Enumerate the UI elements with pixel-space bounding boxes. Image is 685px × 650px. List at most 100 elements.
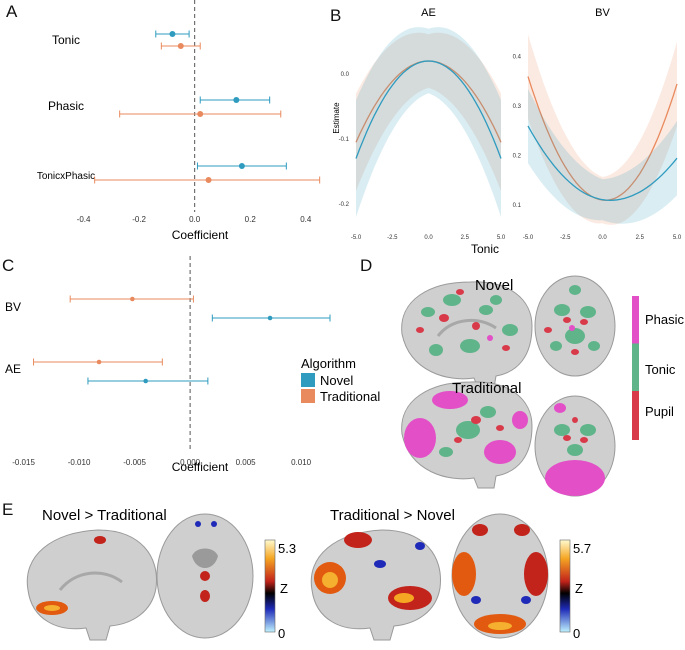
a-row-label-phasic: Phasic bbox=[48, 99, 84, 113]
a-tonic-traditional-point bbox=[177, 43, 184, 49]
b-plot-area-1 bbox=[528, 22, 677, 230]
a-x-tick-4: 0.4 bbox=[300, 215, 312, 224]
panel-c-forest-plot: BV AE -0.015 -0.010 -0.005 0.000 0.005 0.010 C… bbox=[5, 256, 380, 474]
d-novel-axial bbox=[534, 275, 616, 377]
b-bv-novel-line bbox=[527, 125, 678, 201]
b-ae-y-tick-2: -0.2 bbox=[339, 202, 350, 208]
panel-letter-b: B bbox=[330, 6, 342, 25]
a-x-tick-0: -0.4 bbox=[77, 215, 91, 224]
c-legend-swatch-traditional bbox=[301, 389, 315, 403]
c-legend-label-traditional: Traditional bbox=[320, 389, 380, 404]
c-legend-label-novel: Novel bbox=[320, 373, 353, 388]
panel-b-curves: Estimate AE0.0-0.1-0.2-5.0 -2.5 0.0 2.5 5.0 … bbox=[332, 7, 682, 256]
c-bv-traditional-point bbox=[130, 296, 135, 302]
c-legend: Algorithm Novel Traditional bbox=[301, 356, 380, 404]
a-x-tick-1: -0.2 bbox=[132, 215, 146, 224]
c-x-tick-1: -0.010 bbox=[68, 458, 91, 467]
e-colorbar-2-max: 5.7 bbox=[573, 541, 591, 556]
a-x-axis-label: Coefficient bbox=[172, 228, 229, 242]
e-novel-axial bbox=[156, 513, 254, 639]
panel-d-brain-maps: Novel Traditional Phasic Tonic Pupil bbox=[401, 275, 685, 497]
b-ae-novel-line bbox=[355, 60, 502, 159]
e-title-traditional-gt-novel: Traditional > Novel bbox=[330, 507, 455, 524]
a-tonic-novel-point bbox=[169, 31, 176, 37]
e-colorbar-2-label: Z bbox=[575, 581, 583, 596]
d-label-traditional: Traditional bbox=[452, 380, 521, 397]
b-bv-y-tick-1: 0.3 bbox=[513, 104, 522, 110]
b-x-axis-label: Tonic bbox=[471, 242, 499, 256]
b-bv-x-tick-4: 5.0 bbox=[673, 235, 682, 241]
a-tonicxphasic-traditional-point bbox=[205, 177, 212, 183]
a-tonicxphasic-novel-point bbox=[238, 163, 245, 169]
b-bv-x-tick-1: -2.5 bbox=[560, 235, 571, 241]
d-traditional-sagittal bbox=[401, 381, 533, 489]
d-legend-phasic: Phasic bbox=[645, 312, 685, 327]
b-ae-y-tick-1: -0.1 bbox=[339, 137, 350, 143]
b-bv-y-tick-3: 0.1 bbox=[513, 203, 522, 209]
c-x-tick-5: 0.010 bbox=[291, 458, 312, 467]
b-subplot-title-0: AE bbox=[421, 7, 436, 19]
b-ae-x-tick-0: -5.0 bbox=[351, 235, 362, 241]
panel-a-forest-plot: Tonic Phasic TonicxPhasic -0.4 -0.2 0.0 0.2 0.… bbox=[37, 0, 321, 242]
b-bv-x-tick-3: 2.5 bbox=[636, 235, 645, 241]
b-subplot-title-1: BV bbox=[595, 7, 610, 19]
e-colorbar-1-label: Z bbox=[280, 581, 288, 596]
a-marks: Tonic Phasic TonicxPhasic bbox=[37, 30, 321, 184]
a-x-tick-2: 0.0 bbox=[189, 215, 201, 224]
c-x-axis-label: Coefficient bbox=[172, 460, 229, 474]
b-ae-traditional-band bbox=[356, 32, 501, 192]
panel-letter-e: E bbox=[2, 500, 14, 519]
e-traditional-sagittal bbox=[310, 529, 441, 641]
panel-letter-d: D bbox=[360, 256, 373, 275]
d-legend-tonic: Tonic bbox=[645, 362, 676, 377]
c-x-tick-4: 0.005 bbox=[236, 458, 257, 467]
a-row-label-tonic: Tonic bbox=[52, 33, 80, 47]
a-phasic-traditional-point bbox=[197, 111, 204, 117]
c-bv-novel-point bbox=[267, 315, 273, 321]
c-legend-title: Algorithm bbox=[301, 356, 356, 371]
b-bv-y-tick-0: 0.4 bbox=[513, 55, 522, 61]
b-plot-area-0 bbox=[356, 22, 501, 230]
a-x-ticks: -0.4 -0.2 0.0 0.2 0.4 bbox=[77, 215, 312, 224]
c-row-label-ae: AE bbox=[5, 362, 21, 376]
b-subplot-bv: BV 0.4 0.3 0.2 0.1 -5.0 -2.5 0.0 2.5 5.0 bbox=[513, 7, 682, 241]
c-x-tick-3: 0.000 bbox=[180, 458, 201, 467]
c-marks: BV AE bbox=[5, 295, 331, 385]
e-colorbar-2 bbox=[559, 539, 571, 633]
d-traditional-axial bbox=[534, 395, 616, 497]
e-colorbar-1 bbox=[264, 539, 276, 633]
d-legend-bar bbox=[632, 296, 639, 440]
a-row-label-tonicxphasic: TonicxPhasic bbox=[37, 171, 95, 182]
panel-letter-a: A bbox=[6, 2, 18, 21]
e-colorbar-1-min: 0 bbox=[278, 626, 285, 641]
e-title-novel-gt-traditional: Novel > Traditional bbox=[42, 507, 167, 524]
b-ae-x-tick-4: 5.0 bbox=[497, 235, 506, 241]
panel-e-contrast-maps: Novel > Traditional Traditional > Novel … bbox=[26, 507, 591, 641]
b-ae-x-tick-3: 2.5 bbox=[461, 235, 470, 241]
b-subplot-ae: AE 0.0 -0.1 -0.2 -5.0 -2.5 0.0 2.5 5.0 bbox=[339, 7, 506, 241]
b-y-axis-label: Estimate bbox=[332, 102, 341, 134]
b-ae-novel-band bbox=[356, 27, 501, 217]
b-bv-x-tick-0: -5.0 bbox=[523, 235, 534, 241]
c-ae-novel-point bbox=[143, 378, 148, 384]
c-x-ticks: -0.015 -0.010 -0.005 0.000 0.005 0.010 bbox=[12, 458, 311, 467]
b-ae-y-tick-0: 0.0 bbox=[341, 72, 350, 78]
d-novel-sagittal bbox=[401, 281, 533, 389]
e-traditional-axial bbox=[451, 513, 549, 639]
e-colorbar-1-max: 5.3 bbox=[278, 541, 296, 556]
c-row-label-bv: BV bbox=[5, 300, 21, 314]
b-ae-x-tick-1: -2.5 bbox=[387, 235, 398, 241]
a-phasic-novel-point bbox=[233, 97, 240, 103]
panel-letter-c: C bbox=[2, 256, 15, 275]
c-x-tick-0: -0.015 bbox=[12, 458, 35, 467]
e-novel-sagittal bbox=[26, 529, 157, 641]
b-ae-x-tick-2: 0.0 bbox=[424, 235, 433, 241]
d-label-novel: Novel bbox=[475, 277, 513, 294]
b-bv-y-tick-2: 0.2 bbox=[513, 154, 522, 160]
c-ae-traditional-point bbox=[96, 359, 102, 365]
c-x-tick-2: -0.005 bbox=[123, 458, 146, 467]
b-bv-novel-band bbox=[528, 88, 677, 224]
c-legend-swatch-novel bbox=[301, 373, 315, 387]
e-colorbar-2-min: 0 bbox=[573, 626, 580, 641]
